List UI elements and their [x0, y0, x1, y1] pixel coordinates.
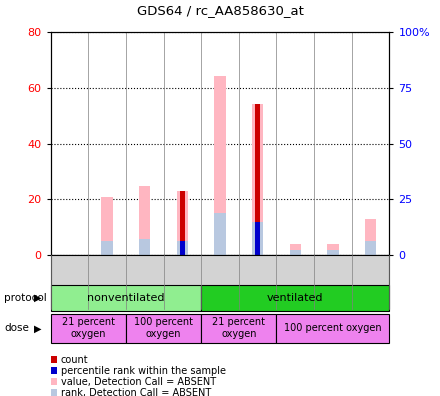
- Bar: [365, 219, 376, 255]
- Bar: [180, 242, 185, 255]
- Bar: [327, 250, 339, 255]
- Bar: [177, 191, 188, 255]
- Text: nonventilated: nonventilated: [87, 293, 165, 303]
- Text: 100 percent oxygen: 100 percent oxygen: [284, 323, 382, 333]
- Text: count: count: [61, 354, 88, 365]
- Bar: [252, 105, 263, 255]
- Bar: [214, 213, 226, 255]
- Text: ventilated: ventilated: [267, 293, 323, 303]
- Text: value, Detection Call = ABSENT: value, Detection Call = ABSENT: [61, 377, 216, 387]
- Bar: [139, 185, 150, 255]
- Bar: [139, 239, 150, 255]
- Bar: [255, 222, 260, 255]
- Text: 100 percent
oxygen: 100 percent oxygen: [134, 318, 193, 339]
- Text: GDS64 / rc_AA858630_at: GDS64 / rc_AA858630_at: [136, 4, 304, 17]
- Bar: [327, 244, 339, 255]
- Bar: [180, 191, 185, 255]
- Bar: [102, 242, 113, 255]
- Text: percentile rank within the sample: percentile rank within the sample: [61, 366, 226, 376]
- Bar: [214, 76, 226, 255]
- Bar: [252, 222, 263, 255]
- Text: rank, Detection Call = ABSENT: rank, Detection Call = ABSENT: [61, 388, 211, 396]
- Bar: [255, 105, 260, 255]
- Bar: [102, 197, 113, 255]
- Text: dose: dose: [4, 323, 29, 333]
- Text: ▶: ▶: [33, 323, 41, 333]
- Text: 21 percent
oxygen: 21 percent oxygen: [62, 318, 115, 339]
- Bar: [290, 244, 301, 255]
- Text: 21 percent
oxygen: 21 percent oxygen: [213, 318, 265, 339]
- Text: protocol: protocol: [4, 293, 47, 303]
- Bar: [177, 242, 188, 255]
- Bar: [290, 250, 301, 255]
- Bar: [365, 242, 376, 255]
- Text: ▶: ▶: [33, 293, 41, 303]
